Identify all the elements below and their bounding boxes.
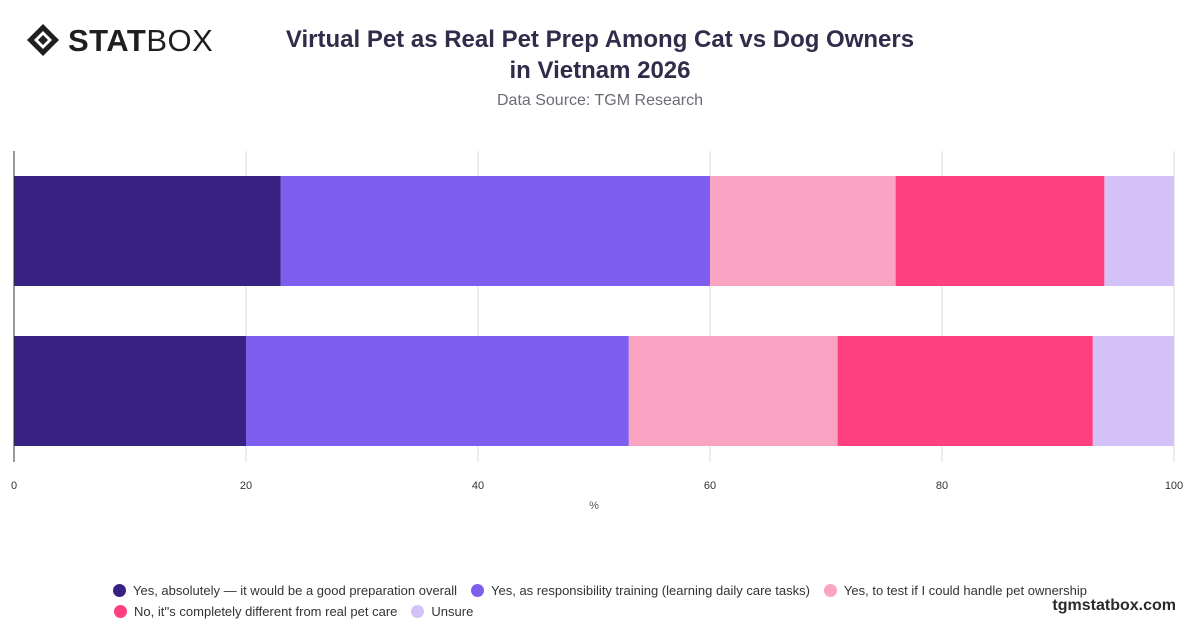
brand-wordmark-strong: STAT bbox=[68, 22, 147, 58]
x-tick-label-60: 60 bbox=[704, 480, 716, 492]
chart-title-line-1: Virtual Pet as Real Pet Prep Among Cat v… bbox=[285, 26, 915, 53]
bar-segment-1-series-5 bbox=[1104, 176, 1174, 286]
brand-wordmark: STATBOX bbox=[68, 25, 213, 56]
x-tick-label-40: 40 bbox=[472, 480, 484, 492]
bar-segment-2-series-1 bbox=[14, 336, 246, 446]
bar-segment-2-series-5 bbox=[1092, 336, 1174, 446]
legend-label-series-1: Yes, absolutely — it would be a good pre… bbox=[133, 583, 458, 598]
chart-legend: Yes, absolutely — it would be a good pre… bbox=[100, 580, 1100, 622]
x-tick-label-0: 0 bbox=[11, 480, 17, 492]
bar-segment-1-series-1 bbox=[14, 176, 281, 286]
x-tick-label-100: 100 bbox=[1165, 480, 1183, 492]
legend-item-series-3[interactable]: Yes, to test if I could handle pet owner… bbox=[823, 583, 1087, 598]
brand-wordmark-light: BOX bbox=[146, 22, 214, 58]
x-tick-label-20: 20 bbox=[240, 480, 252, 492]
legend-item-series-5[interactable]: Unsure bbox=[411, 604, 473, 619]
legend-row-1: Yes, absolutely — it would be a good pre… bbox=[100, 580, 1100, 601]
chart-title-line-2: in Vietnam 2026 bbox=[509, 57, 691, 84]
bar-segment-1-series-3 bbox=[710, 176, 896, 286]
chart-subtitle: Data Source: TGM Research bbox=[496, 92, 703, 109]
legend-item-series-4[interactable]: No, it''s completely different from real… bbox=[114, 604, 397, 619]
legend-item-series-2[interactable]: Yes, as responsibility training (learnin… bbox=[471, 583, 810, 598]
legend-label-series-2: Yes, as responsibility training (learnin… bbox=[491, 583, 810, 598]
diamond-logo-icon bbox=[27, 24, 59, 56]
brand-logo: STATBOX bbox=[26, 22, 213, 58]
chart-title: Virtual Pet as Real Pet Prep Among Cat v… bbox=[250, 24, 950, 86]
legend-label-series-5: Unsure bbox=[431, 604, 474, 619]
x-tick-label-80: 80 bbox=[936, 480, 948, 492]
bar-segment-2-series-2 bbox=[246, 336, 629, 446]
legend-label-series-3: Yes, to test if I could handle pet owner… bbox=[843, 583, 1087, 598]
legend-swatch-series-4 bbox=[114, 605, 127, 618]
legend-item-series-1[interactable]: Yes, absolutely — it would be a good pre… bbox=[113, 583, 457, 598]
watermark: tgmstatbox.com bbox=[1052, 597, 1176, 614]
bar-segment-2-series-4 bbox=[837, 336, 1093, 446]
x-axis-label: % bbox=[589, 500, 599, 512]
stacked-bar-chart: 0 20 40 60 80 100% bbox=[11, 151, 1183, 512]
bar-segment-1-series-4 bbox=[895, 176, 1105, 286]
legend-label-series-4: No, it''s completely different from real… bbox=[134, 604, 398, 619]
legend-swatch-series-2 bbox=[471, 584, 485, 597]
legend-swatch-series-5 bbox=[411, 605, 425, 618]
bar-segment-2-series-3 bbox=[628, 336, 838, 446]
bar-segment-1-series-2 bbox=[280, 176, 710, 286]
legend-swatch-series-3 bbox=[823, 584, 837, 597]
legend-swatch-series-1 bbox=[113, 584, 126, 597]
legend-row-2: No, it''s completely different from real… bbox=[100, 601, 1100, 622]
